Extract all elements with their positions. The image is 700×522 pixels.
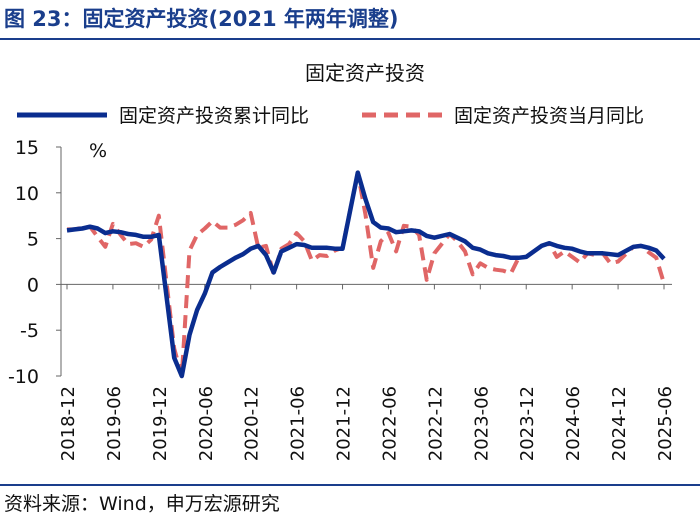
figure-title: 图 23：固定资产投资(2021 年两年调整) — [4, 7, 399, 31]
x-tick-label: 2019-12 — [150, 386, 171, 461]
x-tick-label: 2024-12 — [609, 386, 630, 461]
x-tick-label: 2018-12 — [58, 386, 79, 461]
line-chart: 固定资产投资 固定资产投资累计同比 固定资产投资当月同比 % 15 10 5 0 -5 -… — [8, 61, 676, 461]
x-tick-label: 2020-12 — [242, 386, 263, 461]
y-axis: 15 10 5 0 -5 -10 — [8, 137, 62, 388]
unit-label: % — [89, 140, 107, 162]
x-tick-label: 2023-12 — [517, 386, 538, 461]
source-note: 资料来源：Wind，申万宏源研究 — [4, 493, 280, 515]
y-tick-label: -10 — [8, 366, 39, 388]
chart-title: 固定资产投资 — [305, 61, 425, 85]
legend-label-cumulative: 固定资产投资累计同比 — [119, 105, 309, 127]
y-tick-label: 5 — [27, 229, 39, 251]
x-tick-label: 2021-06 — [288, 386, 309, 461]
y-tick-label: -5 — [20, 320, 39, 342]
series-layer — [66, 170, 666, 379]
footer-divider — [0, 484, 700, 486]
legend-label-monthly: 固定资产投资当月同比 — [454, 105, 644, 127]
x-axis: 2018-12 2019-06 2019-12 2020-06 2020-12 2021-… — [58, 283, 676, 461]
x-tick-label: 2022-06 — [379, 386, 400, 461]
legend: 固定资产投资累计同比 固定资产投资当月同比 — [17, 105, 644, 127]
y-tick-label: 15 — [15, 137, 39, 159]
x-tick-label: 2021-12 — [334, 386, 355, 461]
x-tick-label: 2024-06 — [563, 386, 584, 461]
x-tick-label: 2022-12 — [425, 386, 446, 461]
y-tick-label: 0 — [27, 274, 39, 296]
y-tick-label: 10 — [15, 183, 39, 205]
x-tick-label: 2020-06 — [196, 386, 217, 461]
x-tick-label: 2019-06 — [104, 386, 125, 461]
x-tick-label: 2023-06 — [471, 386, 492, 461]
series-line-cumulative — [66, 170, 666, 379]
title-divider — [0, 38, 700, 40]
x-tick-label: 2025-06 — [655, 386, 676, 461]
